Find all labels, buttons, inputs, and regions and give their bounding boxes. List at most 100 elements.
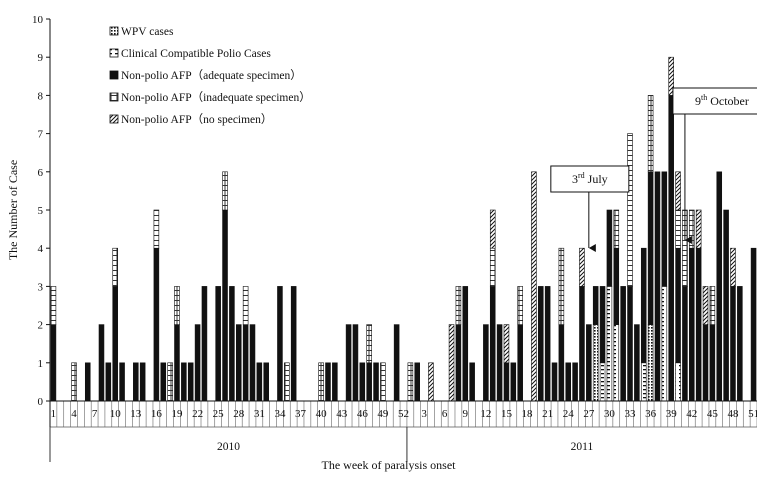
bar-segment xyxy=(352,324,359,402)
bar-segment xyxy=(565,362,572,402)
bar-segment xyxy=(194,324,201,402)
bar-segment xyxy=(682,286,688,402)
bar-segment xyxy=(380,362,386,402)
bar-segment xyxy=(599,286,606,364)
x-tick-label: 9 xyxy=(463,408,469,420)
legend-label: Non-polio AFP（adequate specimen） xyxy=(121,69,302,82)
bar-segment xyxy=(668,95,674,402)
year-label-2011: 2011 xyxy=(571,441,594,453)
bar-segment xyxy=(709,324,716,402)
y-axis-title: The Number of Case xyxy=(6,160,20,260)
bar-segment xyxy=(702,324,709,402)
legend-label: WPV cases xyxy=(121,26,174,38)
bar-segment xyxy=(249,324,256,402)
bar-segment xyxy=(229,286,235,402)
bar-segment xyxy=(496,324,503,402)
bar-segment xyxy=(489,286,496,402)
bar-segment xyxy=(730,286,736,402)
bar-segment xyxy=(222,171,228,211)
x-tick-label: 48 xyxy=(727,408,739,420)
bar-segment xyxy=(98,324,105,402)
bar-segment xyxy=(428,362,434,402)
bar-segment xyxy=(153,247,160,402)
bar-segment xyxy=(325,362,331,402)
bar-segment xyxy=(558,247,565,325)
bar-segment xyxy=(277,286,283,402)
legend-swatch-solid xyxy=(109,70,119,80)
x-tick-label: 30 xyxy=(604,408,616,420)
bar-segment xyxy=(139,362,146,402)
y-tick-label: 2 xyxy=(38,320,44,332)
bar-segment xyxy=(187,362,194,402)
annotation-ordinal: 3 xyxy=(572,172,578,186)
bar-segment xyxy=(414,362,421,402)
bar-segment xyxy=(222,209,228,402)
annotation-ordinal: 9 xyxy=(695,94,701,108)
y-tick-label: 9 xyxy=(38,52,44,64)
bar-segment xyxy=(235,324,242,402)
bar-segment xyxy=(613,324,620,402)
bar-segment xyxy=(517,286,523,325)
x-tick-label: 16 xyxy=(151,408,163,420)
x-tick-label: 3 xyxy=(421,408,427,420)
bar-segment xyxy=(71,362,77,402)
bar-segment xyxy=(613,247,620,325)
x-tick-label: 37 xyxy=(295,408,307,420)
x-tick-label: 49 xyxy=(377,408,389,420)
x-tick-label: 1 xyxy=(51,408,57,420)
x-tick-label: 42 xyxy=(686,408,697,420)
bar-segment xyxy=(531,171,537,402)
bar-segment xyxy=(373,362,379,402)
bar-segment xyxy=(647,95,654,173)
x-tick-label: 10 xyxy=(110,408,122,420)
bar-segment xyxy=(112,286,118,402)
x-tick-label: 15 xyxy=(501,408,513,420)
legend-swatch-diagonal xyxy=(109,114,119,124)
x-tick-label: 25 xyxy=(213,408,225,420)
bar-segment xyxy=(50,324,57,402)
bar-segment xyxy=(489,209,496,249)
bar-segment xyxy=(627,286,633,402)
bar-segment xyxy=(318,362,324,402)
annotation-callout: 9th October xyxy=(672,87,757,244)
bar-segment xyxy=(634,324,640,402)
bar-segment xyxy=(50,286,57,325)
x-tick-label: 46 xyxy=(357,408,369,420)
annotation-callout: 3rd July xyxy=(550,165,630,252)
bar-segment xyxy=(345,324,352,402)
bar-segment xyxy=(544,286,551,402)
bar-segment xyxy=(119,362,125,402)
bar-segment xyxy=(723,209,729,402)
x-tick-label: 18 xyxy=(522,408,534,420)
bar-segment xyxy=(647,324,654,402)
bar-segment xyxy=(572,362,578,402)
bar-segment xyxy=(483,324,489,402)
bar-segment xyxy=(174,286,180,325)
x-tick-label: 4 xyxy=(71,408,77,420)
bar-segment xyxy=(737,286,743,402)
x-tick-label: 51 xyxy=(748,408,757,420)
bar-segment xyxy=(181,362,187,402)
bar-segment xyxy=(133,362,139,402)
y-tick-label: 4 xyxy=(38,243,44,255)
annotation-month: October xyxy=(707,94,749,108)
bar-segment xyxy=(606,286,613,402)
bar-segment xyxy=(592,324,599,402)
x-tick-label: 34 xyxy=(274,408,286,420)
bar-segment xyxy=(640,247,647,364)
bar-segment xyxy=(455,286,462,325)
y-tick-label: 3 xyxy=(38,281,44,293)
bar-segment xyxy=(579,247,585,287)
legend-swatch-bricks xyxy=(109,92,119,102)
legend-swatch-dots xyxy=(109,26,119,36)
bar-segment xyxy=(448,324,455,402)
bar-segment xyxy=(647,171,654,325)
x-tick-label: 21 xyxy=(542,408,553,420)
bar-segment xyxy=(215,286,221,402)
x-tick-label: 7 xyxy=(92,408,98,420)
annotation-month: July xyxy=(585,172,608,186)
bar-segment xyxy=(256,362,263,402)
bar-segment xyxy=(84,362,91,402)
x-tick-label: 13 xyxy=(130,408,142,420)
x-tick-label: 27 xyxy=(583,408,595,420)
